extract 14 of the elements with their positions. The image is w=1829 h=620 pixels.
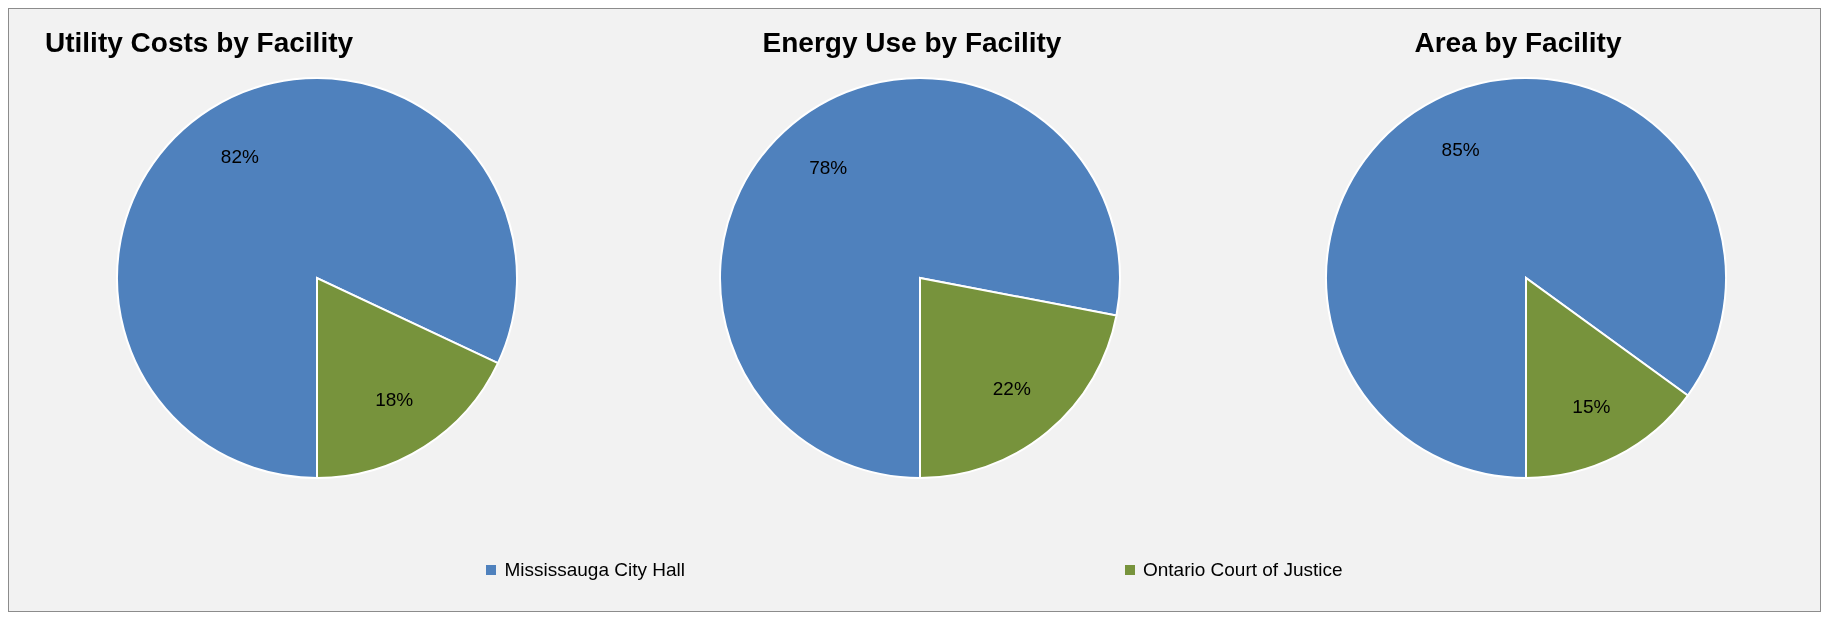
data-label: 82%	[220, 145, 259, 167]
data-label: 15%	[1572, 395, 1611, 417]
legend-label: Mississauga City Hall	[504, 559, 685, 581]
chart-title: Area by Facility	[1413, 27, 1623, 59]
legend-label: Ontario Court of Justice	[1142, 559, 1343, 581]
pie-slice	[1325, 77, 1727, 479]
data-label: 85%	[1441, 139, 1480, 161]
data-label: 22%	[992, 378, 1031, 400]
chart-title: Energy Use by Facility	[761, 27, 1063, 59]
data-label: 78%	[809, 156, 848, 178]
pie-slice	[719, 77, 1121, 479]
chart-title: Utility Costs by Facility	[45, 27, 355, 59]
data-label: 18%	[375, 389, 414, 411]
pie-slice	[116, 77, 518, 479]
